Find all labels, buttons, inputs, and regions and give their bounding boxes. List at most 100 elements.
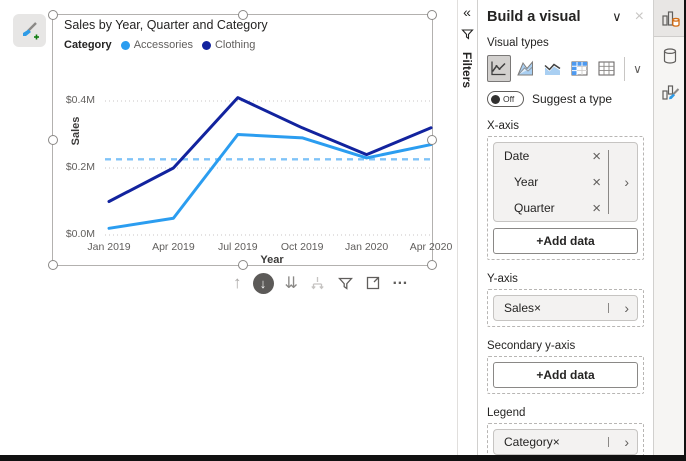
selection-handle[interactable] xyxy=(48,135,58,145)
category-field-pill[interactable]: Category × › xyxy=(493,429,638,455)
remove-field-icon[interactable]: × xyxy=(592,173,601,191)
field-label: Quarter xyxy=(514,201,555,215)
suggest-type-toggle[interactable]: Off xyxy=(487,91,524,107)
secondary-y-axis-field-well[interactable]: +Add data xyxy=(487,356,644,394)
add-visual-button[interactable] xyxy=(13,14,46,47)
expand-filters-icon[interactable]: « xyxy=(463,4,471,20)
drill-down-toggle-icon[interactable]: ↓ xyxy=(252,272,274,294)
visual-type-matrix[interactable] xyxy=(568,55,592,82)
divider xyxy=(608,150,609,214)
x-axis-tick: Jan 2019 xyxy=(87,241,131,253)
more-options-icon[interactable]: … xyxy=(391,271,409,288)
remove-field-icon[interactable]: × xyxy=(534,301,542,315)
build-visual-pane: Build a visual ∨ × Visual types xyxy=(477,0,653,461)
x-axis-title: Year xyxy=(260,254,284,266)
sales-field-pill[interactable]: Sales × › xyxy=(493,295,638,321)
field-options-chevron-icon[interactable]: › xyxy=(624,300,629,316)
paintbrush-add-icon xyxy=(22,21,39,39)
date-hierarchy-pill[interactable]: Date × Year × Quarter × › xyxy=(493,142,638,222)
field-options-chevron-icon[interactable]: › xyxy=(624,434,629,450)
visual-type-line-chart[interactable] xyxy=(487,55,511,82)
report-canvas[interactable]: Sales by Year, Quarter and Category Cate… xyxy=(0,0,456,455)
legend-field-well[interactable]: Category × › xyxy=(487,423,644,461)
line-chart-visual[interactable]: Sales by Year, Quarter and Category Cate… xyxy=(48,10,452,270)
x-axis-tick: Jan 2020 xyxy=(344,241,389,253)
series-line-clothing[interactable] xyxy=(107,96,433,203)
selection-handle[interactable] xyxy=(48,260,58,270)
series-line-accessories[interactable] xyxy=(107,133,433,230)
legend-item-accessories[interactable]: Accessories xyxy=(120,39,193,51)
selection-handle[interactable] xyxy=(237,10,248,20)
legend-item-label: Clothing xyxy=(214,39,256,51)
legend-item-clothing[interactable]: Clothing xyxy=(201,39,256,51)
close-pane-icon[interactable]: × xyxy=(634,8,644,25)
y-axis-field-well[interactable]: Sales × › xyxy=(487,289,644,327)
selection-handle[interactable] xyxy=(427,260,437,270)
filters-funnel-icon[interactable] xyxy=(460,28,474,46)
legend-section-label: Legend xyxy=(487,407,526,419)
line-chart-icon xyxy=(491,61,506,76)
visual-type-line-and-stacked-area[interactable] xyxy=(541,55,565,82)
x-axis-field-well[interactable]: Date × Year × Quarter × › +Add data xyxy=(487,136,644,260)
chart-legend: Category Accessories Clothing xyxy=(64,39,255,51)
selection-handle[interactable] xyxy=(237,260,248,270)
area-chart-icon xyxy=(517,60,534,76)
format-pane-tab[interactable] xyxy=(654,74,686,111)
visual-type-area-chart[interactable] xyxy=(514,55,538,82)
divider xyxy=(608,303,609,313)
pane-title: Build a visual xyxy=(487,9,581,25)
filters-pane-label[interactable]: Filters xyxy=(460,52,474,89)
toggle-state-label: Off xyxy=(503,94,515,104)
drill-up-icon[interactable]: ↑ xyxy=(233,273,242,292)
x-axis-tick: Apr 2019 xyxy=(152,241,195,253)
filters-pane-collapsed: « Filters xyxy=(457,0,476,455)
visual-types-label: Visual types xyxy=(487,37,549,49)
x-axis-tick: Oct 2019 xyxy=(280,241,324,253)
plot-area[interactable] xyxy=(99,85,437,245)
field-options-chevron-icon[interactable]: › xyxy=(624,174,629,190)
collapse-pane-icon[interactable]: ∨ xyxy=(612,9,622,24)
divider xyxy=(608,437,609,447)
selection-handle[interactable] xyxy=(48,10,58,20)
remove-field-icon[interactable]: × xyxy=(592,147,601,165)
x-axis-add-data-button[interactable]: +Add data xyxy=(493,228,638,254)
remove-field-icon[interactable]: × xyxy=(592,199,601,217)
line-area-chart-icon xyxy=(544,63,561,75)
chart-title: Sales by Year, Quarter and Category xyxy=(64,18,268,32)
legend-item-label: Accessories xyxy=(133,39,193,51)
secondary-y-add-data-button[interactable]: +Add data xyxy=(493,362,638,388)
field-label: Year xyxy=(514,175,539,189)
toggle-knob xyxy=(491,94,500,104)
legend-title: Category xyxy=(64,39,112,51)
field-row-year[interactable]: Year × xyxy=(494,169,637,195)
x-axis-tick: Apr 2020 xyxy=(409,241,453,253)
table-icon xyxy=(598,61,615,76)
suggest-type-label: Suggest a type xyxy=(532,92,613,106)
field-row-quarter[interactable]: Quarter × xyxy=(494,195,637,221)
more-visual-types-icon[interactable]: ∨ xyxy=(633,61,642,76)
selection-handle[interactable] xyxy=(427,10,437,20)
visual-type-table[interactable] xyxy=(594,55,618,82)
field-row-date[interactable]: Date × xyxy=(494,143,637,169)
pane-switcher-rail xyxy=(653,0,686,455)
y-axis-title: Sales xyxy=(70,116,82,146)
data-pane-tab[interactable] xyxy=(654,37,686,74)
window-edge xyxy=(684,0,686,461)
y-axis-tick: $0.4M xyxy=(65,94,95,106)
expand-all-icon[interactable] xyxy=(309,275,326,292)
filter-icon[interactable] xyxy=(337,275,354,292)
selection-handle[interactable] xyxy=(427,135,437,145)
format-visual-icon xyxy=(661,85,679,100)
clothing-color-dot xyxy=(201,40,211,50)
matrix-icon xyxy=(571,61,588,76)
go-to-next-level-icon[interactable]: ⇊ xyxy=(284,275,298,292)
build-visual-pane-tab[interactable] xyxy=(654,0,686,37)
remove-field-icon[interactable]: × xyxy=(552,435,560,449)
secondary-y-axis-section-label: Secondary y-axis xyxy=(487,340,576,352)
data-cylinder-icon xyxy=(663,47,677,64)
visual-types-row: ∨ xyxy=(487,55,644,82)
drill-toolbar: ↑ ↓ ⇊ … xyxy=(233,271,409,295)
field-label: Category xyxy=(504,435,553,449)
focus-mode-icon[interactable] xyxy=(365,275,381,291)
